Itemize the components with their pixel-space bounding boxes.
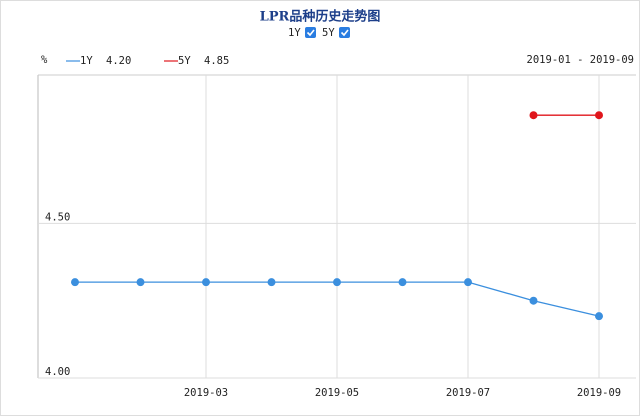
data-point (529, 296, 538, 305)
legend-value: 4.20 (106, 55, 131, 67)
checkbox[interactable] (339, 27, 350, 38)
checkbox-label: 1Y (288, 27, 301, 39)
checkbox-label: 5Y (322, 27, 335, 39)
legend-label: 1Y (80, 55, 93, 67)
checkbox-tick (306, 29, 315, 37)
legend-label: 5Y (178, 55, 191, 67)
data-point (202, 278, 210, 287)
x-tick-label: 2019-07 (446, 387, 490, 399)
legend-value: 4.85 (204, 55, 229, 67)
y-tick-label: 4.00 (45, 366, 70, 378)
checkbox[interactable] (305, 27, 316, 38)
data-point (464, 278, 472, 287)
y-unit: % (41, 54, 48, 66)
y-tick-label: 4.50 (45, 211, 70, 223)
data-point (71, 278, 79, 287)
data-point (136, 278, 145, 287)
checkbox-tick (340, 29, 349, 37)
data-point (398, 278, 407, 287)
data-point (529, 111, 538, 120)
x-tick-label: 2019-03 (184, 387, 228, 399)
x-tick-label: 2019-09 (577, 387, 621, 399)
x-tick-label: 2019-05 (315, 387, 359, 399)
data-point (595, 111, 603, 120)
date-range: 2019-01 - 2019-09 (527, 54, 634, 66)
chart-title: LPR品种历史走势图 (260, 9, 381, 25)
data-point (333, 278, 341, 287)
data-point (267, 278, 276, 287)
data-point (595, 312, 603, 321)
